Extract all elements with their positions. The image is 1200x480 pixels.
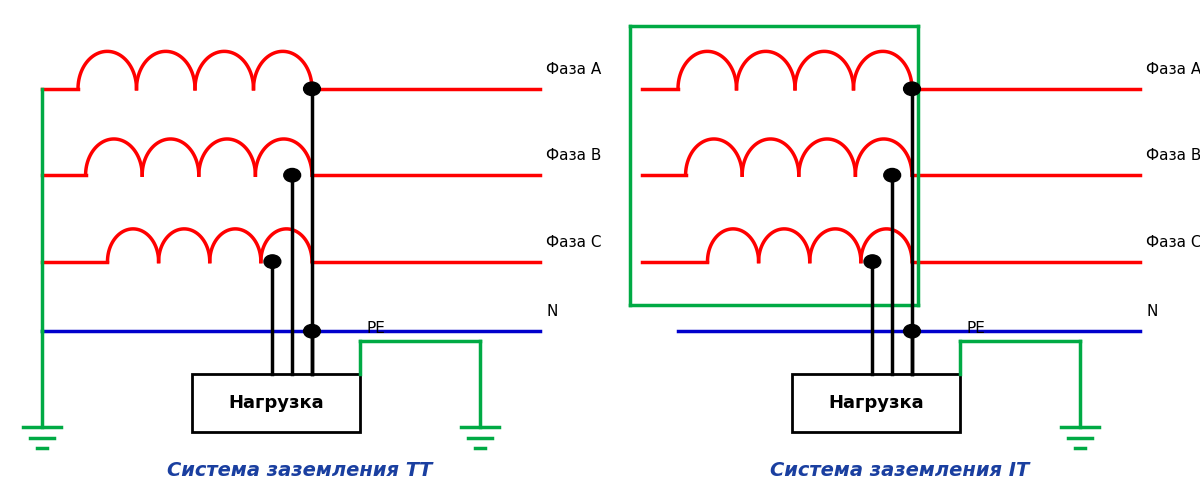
Text: Фаза C: Фаза C bbox=[1146, 235, 1200, 250]
FancyBboxPatch shape bbox=[792, 374, 960, 432]
Circle shape bbox=[264, 255, 281, 268]
Text: Фаза B: Фаза B bbox=[1146, 148, 1200, 163]
Text: Система заземления IT: Система заземления IT bbox=[770, 461, 1030, 480]
Circle shape bbox=[904, 324, 920, 338]
Text: PE: PE bbox=[966, 321, 985, 336]
Text: N: N bbox=[1146, 304, 1157, 319]
Text: Фаза C: Фаза C bbox=[546, 235, 601, 250]
Text: Нагрузка: Нагрузка bbox=[228, 394, 324, 412]
Circle shape bbox=[284, 168, 300, 182]
Circle shape bbox=[884, 168, 900, 182]
Text: N: N bbox=[546, 304, 557, 319]
Circle shape bbox=[864, 255, 881, 268]
Text: Фаза A: Фаза A bbox=[546, 62, 601, 77]
Circle shape bbox=[304, 324, 320, 338]
Text: Система заземления ТТ: Система заземления ТТ bbox=[167, 461, 433, 480]
Text: Нагрузка: Нагрузка bbox=[828, 394, 924, 412]
Text: PE: PE bbox=[366, 321, 385, 336]
FancyBboxPatch shape bbox=[192, 374, 360, 432]
Text: Фаза B: Фаза B bbox=[546, 148, 601, 163]
Circle shape bbox=[304, 82, 320, 96]
Text: Фаза A: Фаза A bbox=[1146, 62, 1200, 77]
Circle shape bbox=[904, 82, 920, 96]
